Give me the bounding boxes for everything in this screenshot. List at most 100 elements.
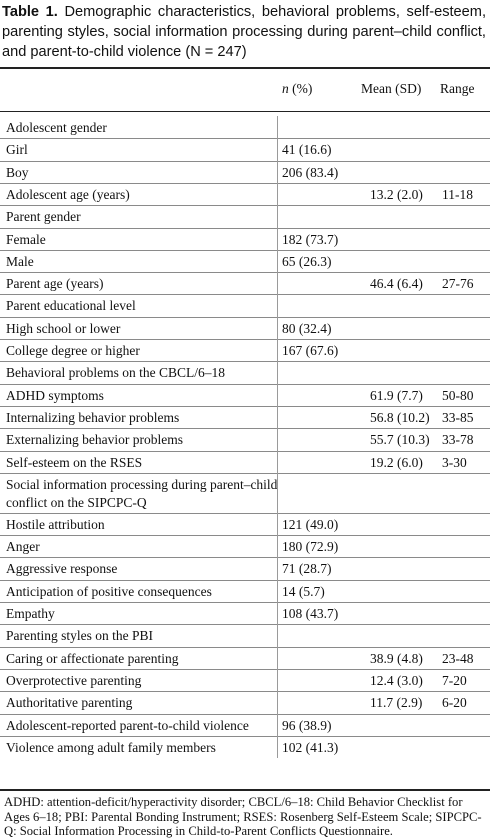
row-separator <box>0 579 490 581</box>
table-row: Externalizing behavior problems 55.7 (10.… <box>0 431 490 453</box>
row-label: ADHD symptoms <box>6 387 104 403</box>
row-separator <box>0 383 490 385</box>
row-range: 50-80 <box>442 387 474 403</box>
row-separator <box>0 316 490 318</box>
row-separator <box>0 602 490 603</box>
row-label: Self-esteem on the RSES <box>6 454 143 470</box>
row-range: 6-20 <box>442 695 467 711</box>
row-n-percent: 206 (83.4) <box>282 164 339 180</box>
row-mean-sd: 12.4 (3.0) <box>370 672 423 688</box>
row-n-percent: 121 (49.0) <box>282 516 339 532</box>
row-separator <box>0 428 490 430</box>
row-label: Adolescent-reported parent-to-child viol… <box>6 717 249 733</box>
table-row: Male 65 (26.3) <box>0 253 490 275</box>
table-row: Social information processing during par… <box>0 476 490 516</box>
row-separator <box>0 472 490 474</box>
table-row: Authoritative parenting 11.7 (2.9) 6-20 <box>0 694 490 716</box>
table-row: Anticipation of positive consequences 14 … <box>0 583 490 605</box>
row-n-percent: 71 (28.7) <box>282 561 332 577</box>
row-range: 11-18 <box>442 186 473 202</box>
row-n-percent: 80 (32.4) <box>282 320 332 336</box>
table-row: Hostile attribution 121 (49.0) <box>0 516 490 538</box>
row-separator <box>0 294 490 296</box>
table-row: High school or lower 80 (32.4) <box>0 320 490 342</box>
row-mean-sd: 13.2 (2.0) <box>370 186 423 202</box>
row-mean-sd: 11.7 (2.9) <box>370 695 423 711</box>
table-row: Empathy 108 (43.7) <box>0 605 490 627</box>
row-label: Female <box>6 231 46 247</box>
row-n-percent: 41 (16.6) <box>282 142 332 158</box>
table-row: Behavioral problems on the CBCL/6–18 <box>0 364 490 386</box>
table-row: College degree or higher 167 (67.6) <box>0 342 490 364</box>
row-label: Male <box>6 253 34 269</box>
row-n-percent: 14 (5.7) <box>282 583 325 599</box>
row-n-percent: 167 (67.6) <box>282 343 339 358</box>
row-separator <box>0 512 490 514</box>
row-label: Behavioral problems on the CBCL/6–18 <box>6 365 225 381</box>
table-row: Self-esteem on the RSES 19.2 (6.0) 3-30 <box>0 454 490 476</box>
table-row: Parent age (years) 46.4 (6.4) 27-76 <box>0 275 490 297</box>
table-row: Girl 41 (16.6) <box>0 141 490 163</box>
table-row: Overprotective parenting 12.4 (3.0) 7-20 <box>0 672 490 694</box>
row-separator <box>0 205 490 207</box>
table-row: Aggressive response 71 (28.7) <box>0 560 490 582</box>
row-label: Aggressive response <box>6 561 118 577</box>
table-number: Table 1. <box>2 4 58 20</box>
row-label: Authoritative parenting <box>6 695 133 711</box>
row-separator <box>0 272 490 274</box>
row-n-percent: 180 (72.9) <box>282 539 339 555</box>
row-label: Boy <box>6 164 29 180</box>
header-rule <box>0 111 490 112</box>
table-row: Adolescent-reported parent-to-child viol… <box>0 717 490 739</box>
row-range: 3-30 <box>442 454 467 470</box>
row-label: Girl <box>6 142 28 158</box>
row-separator <box>0 668 490 670</box>
table-row: Parent educational level <box>0 297 490 319</box>
column-divider <box>277 116 278 759</box>
row-label: Parent age (years) <box>6 276 104 292</box>
row-n-percent: 96 (38.9) <box>282 717 332 733</box>
row-n-percent: 102 (41.3) <box>282 739 339 755</box>
table-row: Boy 206 (83.4) <box>0 164 490 186</box>
row-separator <box>0 138 490 140</box>
table-row: Adolescent age (years) 13.2 (2.0) 11-18 <box>0 186 490 208</box>
header-n: n (%) <box>282 81 313 96</box>
row-label: College degree or higher <box>6 343 140 358</box>
row-n-percent: 108 (43.7) <box>282 606 339 621</box>
header-mean: Mean (SD) <box>361 81 422 96</box>
row-label: Caring or affectionate parenting <box>6 650 179 666</box>
table-row: Violence among adult family members 102 (… <box>0 739 490 761</box>
row-separator <box>0 405 490 407</box>
row-n-percent: 65 (26.3) <box>282 253 332 269</box>
row-separator <box>0 735 490 737</box>
row-label: Parenting styles on the PBI <box>6 628 153 644</box>
row-separator <box>0 624 490 626</box>
row-label: Externalizing behavior problems <box>6 432 183 448</box>
row-separator <box>0 646 490 648</box>
table-row: ADHD symptoms 61.9 (7.7) 50-80 <box>0 387 490 409</box>
row-label: Violence among adult family members <box>6 739 216 755</box>
row-separator <box>0 450 490 452</box>
row-label: Social information processing during par… <box>6 476 278 510</box>
table-row: Internalizing behavior problems 56.8 (10.… <box>0 409 490 431</box>
row-n-percent: 182 (73.7) <box>282 231 339 247</box>
row-label: Anger <box>6 539 40 555</box>
row-separator <box>0 182 490 184</box>
bottom-rule <box>0 789 490 791</box>
table-row: Anger 180 (72.9) <box>0 538 490 560</box>
row-range: 27-76 <box>442 276 474 292</box>
table-row: Caring or affectionate parenting 38.9 (4.… <box>0 650 490 672</box>
row-range: 23-48 <box>442 650 474 666</box>
header-range: Range <box>440 81 475 96</box>
row-separator <box>0 691 490 693</box>
row-separator <box>0 557 490 559</box>
row-mean-sd: 38.9 (4.8) <box>370 650 423 666</box>
table-row: Parenting styles on the PBI <box>0 627 490 649</box>
row-mean-sd: 61.9 (7.7) <box>370 387 423 403</box>
row-separator <box>0 361 490 363</box>
row-label: Parent educational level <box>6 298 136 314</box>
row-label: Hostile attribution <box>6 516 105 532</box>
row-separator <box>0 535 490 537</box>
